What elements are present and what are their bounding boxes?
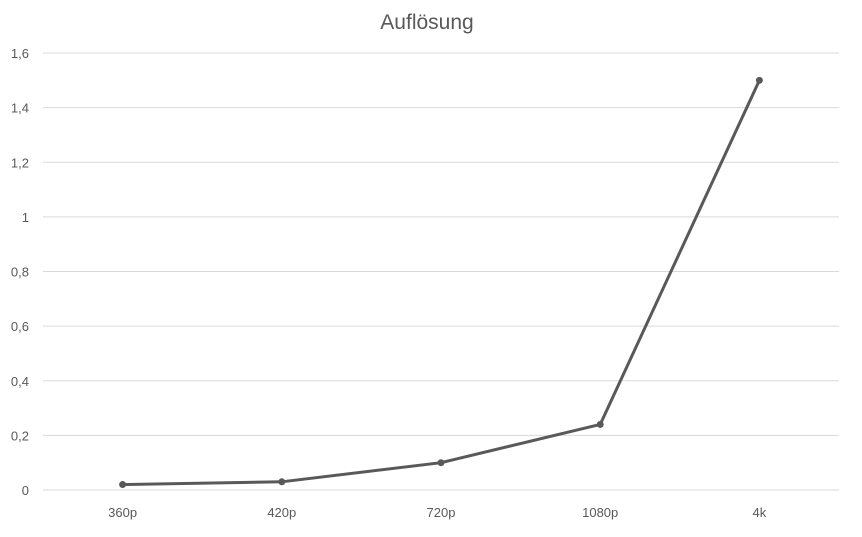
y-tick-label: 1 — [22, 210, 29, 225]
series-group — [119, 76, 763, 489]
y-tick-label: 0,4 — [11, 374, 29, 389]
data-point — [755, 76, 763, 84]
x-tick-label: 360p — [108, 505, 137, 520]
data-point — [437, 459, 445, 467]
y-tick-label: 0,2 — [11, 428, 29, 443]
series-line — [121, 78, 761, 487]
y-tick-label: 1,4 — [11, 101, 29, 116]
x-tick-label: 4k — [753, 505, 767, 520]
x-tick-label: 720p — [427, 505, 456, 520]
chart-title: Auflösung — [380, 11, 473, 34]
y-axis-tick-labels: 0 0,2 0,4 0,6 0,8 1 1,2 1,4 1,6 — [11, 46, 29, 498]
gridlines — [43, 52, 839, 491]
y-tick-label: 1,2 — [11, 155, 29, 170]
data-point — [596, 420, 604, 428]
y-tick-label: 0,8 — [11, 265, 29, 280]
x-tick-label: 420p — [267, 505, 296, 520]
y-tick-label: 0,6 — [11, 319, 29, 334]
y-tick-label: 0 — [22, 483, 29, 498]
data-point — [119, 481, 127, 489]
y-tick-label: 1,6 — [11, 46, 29, 61]
data-point — [278, 478, 286, 486]
x-axis-tick-labels: 360p 420p 720p 1080p 4k — [108, 505, 767, 520]
x-tick-label: 1080p — [582, 505, 618, 520]
